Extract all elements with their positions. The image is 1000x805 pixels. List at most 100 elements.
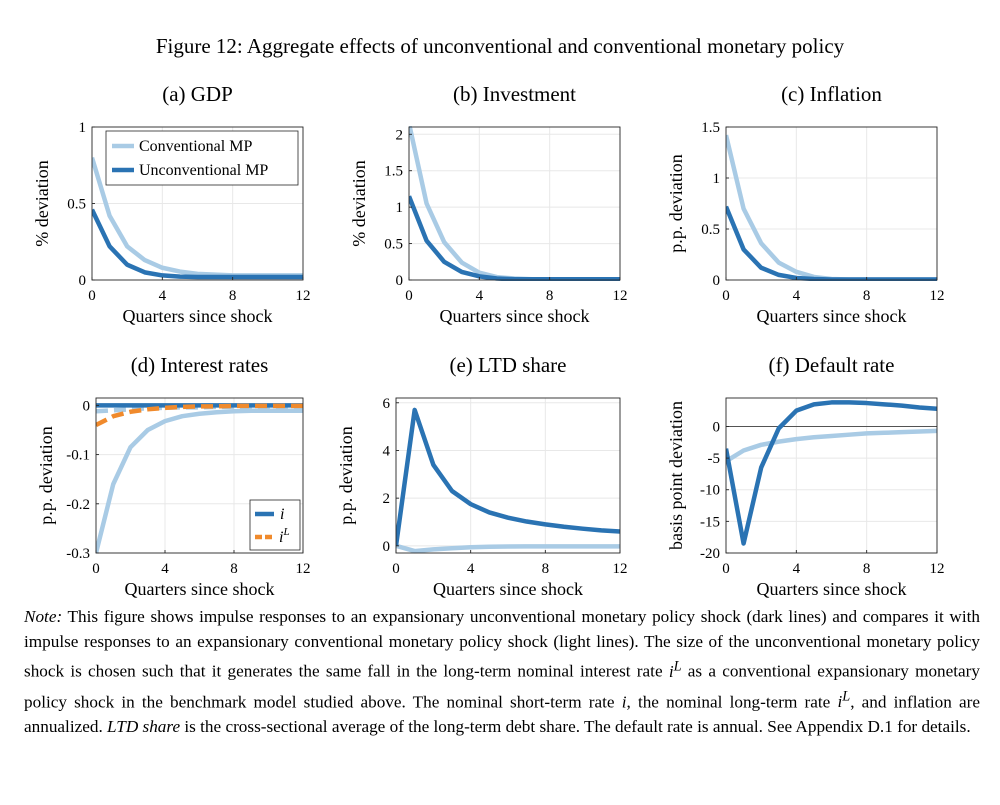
- chart-5-ytick-label-4: 0: [713, 419, 721, 435]
- chart-1-ytick-label-3: 1.5: [384, 164, 403, 180]
- chart-4-xtick-label-2: 8: [542, 561, 550, 577]
- chart-5-xlabel: Quarters since shock: [757, 579, 907, 599]
- chart-5-ylabel: basis point deviation: [666, 401, 686, 550]
- chart-4-xtick-label-0: 0: [392, 561, 400, 577]
- chart-0-xtick-label-0: 0: [88, 288, 96, 304]
- chart-2-xlabel: Quarters since shock: [757, 306, 907, 326]
- chart-3-legend: iiL: [249, 499, 301, 551]
- note-i-symbol: i: [621, 692, 627, 712]
- chart-1-title: (b) Investment: [453, 82, 576, 106]
- chart-5-title: (f) Default rate: [769, 353, 895, 377]
- chart-3-series-group: [96, 403, 303, 554]
- note-iL-symbol: iL: [669, 658, 682, 681]
- chart-5-xtick-label-3: 12: [930, 561, 945, 577]
- chart-3-xtick-label-0: 0: [92, 561, 100, 577]
- chart-0-legend-label-1: Unconventional MP: [139, 162, 268, 179]
- chart-0-ytick-label-1: 0.5: [67, 197, 86, 213]
- chart-4-ylabel: p.p. deviation: [336, 426, 356, 524]
- chart-0-legend-box: [105, 130, 299, 186]
- chart-0-ytick-label-0: 0: [79, 273, 87, 289]
- chart-2-xtick-label-3: 12: [930, 288, 945, 304]
- chart-0-xtick-label-3: 12: [296, 288, 311, 304]
- chart-4-title: (e) LTD share: [449, 353, 566, 377]
- chart-1-plot-area: [409, 127, 620, 280]
- chart-3-legend-label-0: i: [280, 506, 284, 523]
- chart-1-xtick-label-2: 8: [546, 288, 554, 304]
- note-label: Note:: [24, 607, 63, 626]
- chart-3-legend-label-1-base: i: [279, 529, 283, 546]
- chart-2: 0 4 8 12 0 0.5 1 1.5 (c) Inflation Quarters since…: [666, 82, 945, 326]
- chart-4-ytick-label-3: 6: [383, 396, 391, 412]
- chart-1-series-1-line: [409, 195, 620, 281]
- chart-1-axes-frame: [408, 126, 621, 281]
- chart-3-xtick-label-1: 4: [161, 561, 169, 577]
- chart-2-ytick-label-1: 0.5: [701, 222, 720, 238]
- chart-2-axes-frame: [725, 126, 938, 281]
- chart-5-ytick-label-2: -10: [700, 483, 720, 499]
- chart-3-ytick-label-1: -0.2: [66, 497, 90, 513]
- chart-1-ytick-label-0: 0: [396, 273, 404, 289]
- chart-3-axes-frame: [95, 397, 304, 554]
- chart-4-xtick-label-3: 12: [613, 561, 628, 577]
- chart-0-legend: Conventional MP Unconventional MP: [105, 130, 299, 186]
- chart-3: 0 4 8 12 -0.3 -0.2 -0.1 0 (d) Interest rates Quar…: [36, 353, 311, 599]
- chart-0-series-1-line: [92, 208, 303, 280]
- note-text-2: as a conventional expansionary monetary …: [24, 661, 981, 712]
- chart-3-series-3-line: [96, 403, 303, 428]
- chart-1-ytick-label-4: 2: [396, 127, 404, 143]
- chart-3-legend-box: [249, 499, 301, 551]
- chart-3-legend-label-1-sup: L: [282, 526, 289, 538]
- chart-4-series-1-line: [396, 407, 620, 547]
- chart-2-xtick-label-0: 0: [722, 288, 730, 304]
- chart-1-series-group: [409, 126, 620, 281]
- chart-5-series-0-line: [726, 428, 937, 464]
- chart-5-xtick-label-0: 0: [722, 561, 730, 577]
- chart-0: 0 4 8 12 0 0.5 1 (a) GDP Quarters since shock % d…: [32, 82, 311, 326]
- chart-1-xtick-label-0: 0: [405, 288, 413, 304]
- chart-2-title: (c) Inflation: [781, 82, 882, 106]
- chart-1-xtick-label-3: 12: [613, 288, 628, 304]
- note-iL-symbol-2: iL: [837, 688, 851, 712]
- chart-2-plot-area: [726, 127, 937, 280]
- chart-5-xtick-label-2: 8: [863, 561, 871, 577]
- chart-5-series-1-line: [726, 400, 937, 546]
- chart-3-xlabel: Quarters since shock: [125, 579, 275, 599]
- chart-4-ytick-label-1: 2: [383, 491, 391, 507]
- chart-3-title: (d) Interest rates: [131, 353, 269, 377]
- chart-3-xtick-label-3: 12: [296, 561, 311, 577]
- chart-3-ytick-label-2: -0.1: [66, 448, 90, 464]
- note-text-5: is the cross-sectional average of the lo…: [180, 716, 971, 736]
- chart-0-ylabel: % deviation: [32, 160, 52, 246]
- note-iL-sup: L: [673, 658, 682, 675]
- chart-0-title: (a) GDP: [162, 82, 233, 106]
- chart-0-xlabel: Quarters since shock: [123, 306, 273, 326]
- chart-4: 0 4 8 12 0 2 4 6 (e) LTD share Quarters since sho…: [336, 353, 628, 599]
- chart-4-series-0-line: [396, 543, 620, 554]
- chart-2-xtick-label-2: 8: [863, 288, 871, 304]
- chart-3-ylabel: p.p. deviation: [36, 426, 56, 524]
- chart-2-series-group: [726, 134, 937, 281]
- chart-4-xtick-label-1: 4: [467, 561, 475, 577]
- chart-3-legend-label-1: iL: [279, 526, 290, 546]
- note-iL-sup-2: L: [842, 688, 851, 705]
- chart-3-ytick-label-3: 0: [83, 398, 91, 414]
- figure-note: Note: This figure shows impulse response…: [24, 605, 980, 739]
- chart-2-ytick-label-3: 1.5: [701, 120, 720, 136]
- chart-3-series-0-line: [96, 408, 303, 554]
- chart-1-ytick-label-2: 1: [396, 200, 404, 216]
- chart-2-ytick-label-2: 1: [713, 171, 721, 187]
- chart-4-ytick-label-0: 0: [383, 539, 391, 555]
- chart-5-ytick-label-3: -5: [708, 451, 721, 467]
- chart-0-xtick-label-2: 8: [229, 288, 237, 304]
- chart-0-legend-label-0: Conventional MP: [139, 138, 252, 155]
- figure-title: Figure 12: Aggregate effects of unconven…: [155, 34, 845, 58]
- chart-1-xtick-label-1: 4: [476, 288, 484, 304]
- chart-5: 0 4 8 12 -20 -15 -10 -5 0 (f) Default rate Quarter…: [666, 353, 945, 599]
- note-text-4: , and inflation are annualized.: [24, 692, 980, 736]
- chart-2-ytick-label-0: 0: [713, 273, 721, 289]
- chart-2-ylabel: p.p. deviation: [666, 154, 686, 252]
- chart-5-series-group: [726, 400, 937, 546]
- chart-2-series-1-line: [726, 205, 937, 281]
- chart-5-xtick-label-1: 4: [793, 561, 801, 577]
- note-iL-base-2: i: [837, 692, 843, 712]
